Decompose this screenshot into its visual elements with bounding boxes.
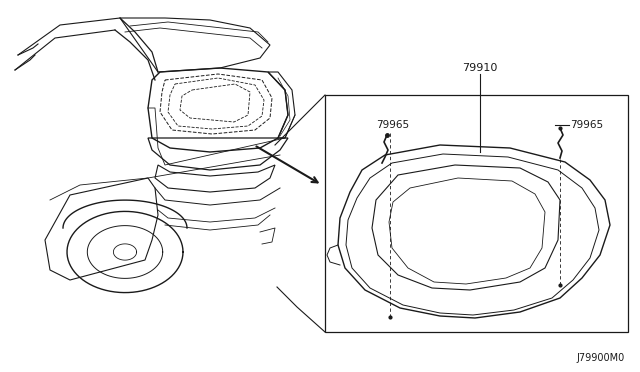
Text: J79900M0: J79900M0 [577,353,625,363]
Text: 79965: 79965 [376,120,409,130]
Text: 79910: 79910 [462,63,498,73]
Bar [325,95,628,332]
Text: 79965: 79965 [570,120,603,130]
